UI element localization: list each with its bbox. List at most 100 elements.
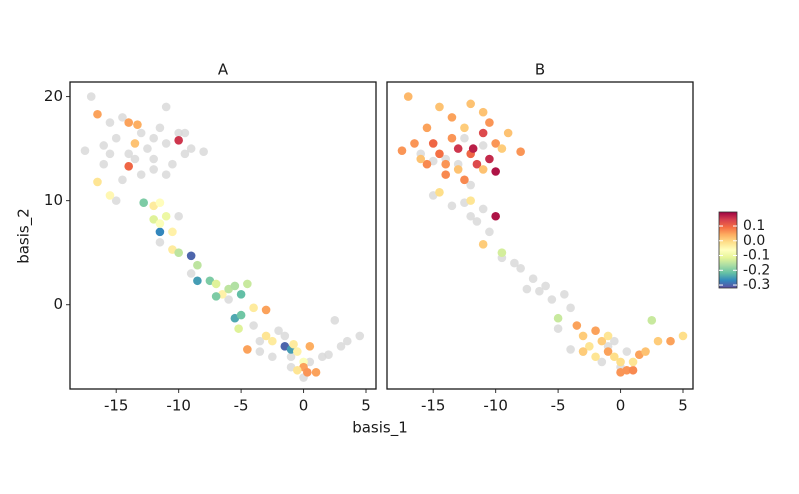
colored-point	[491, 211, 500, 221]
na-point	[118, 175, 127, 185]
colored-point	[647, 316, 657, 325]
na-point	[553, 324, 563, 333]
na-point	[255, 347, 265, 356]
colored-point	[403, 92, 413, 101]
na-point	[155, 123, 165, 133]
colored-point	[236, 289, 246, 299]
colored-point	[678, 331, 688, 341]
colored-point	[585, 342, 594, 351]
colored-point	[578, 347, 588, 356]
na-point	[547, 295, 557, 304]
facet-title: B	[535, 61, 545, 79]
na-point	[342, 336, 352, 346]
na-point	[566, 345, 575, 354]
na-point	[622, 347, 632, 356]
na-point	[336, 342, 346, 351]
points	[397, 92, 688, 377]
colored-point	[124, 118, 134, 127]
points	[80, 92, 365, 382]
colored-point	[478, 240, 488, 249]
na-point	[136, 170, 146, 179]
colored-point	[485, 118, 494, 127]
colored-point	[428, 139, 438, 148]
colored-point	[468, 144, 478, 153]
colored-point	[435, 188, 444, 197]
colored-point	[453, 165, 463, 174]
colored-point	[591, 352, 600, 362]
colored-point	[311, 368, 321, 377]
colored-point	[453, 144, 463, 153]
y-axis-label: basis_2	[15, 208, 34, 264]
na-point	[180, 149, 190, 159]
x-tick-label: -5	[234, 397, 249, 415]
y-tick-label: 10	[44, 191, 63, 209]
na-point	[161, 170, 171, 179]
colored-point	[186, 251, 196, 261]
colored-point	[303, 368, 312, 377]
x-tick-label: 0	[616, 397, 626, 415]
colored-point	[653, 336, 663, 346]
colored-point	[572, 321, 582, 330]
colored-point	[397, 146, 407, 155]
na-point	[80, 146, 90, 155]
colored-point	[155, 227, 165, 237]
na-point	[330, 316, 340, 325]
na-point	[143, 144, 152, 153]
colored-point	[230, 281, 240, 291]
colored-point	[447, 133, 457, 143]
facet-title: A	[218, 61, 229, 79]
colored-point	[466, 99, 475, 109]
na-point	[535, 286, 544, 296]
colored-point	[603, 347, 613, 356]
na-point	[224, 295, 233, 304]
colored-point	[293, 347, 302, 356]
na-point	[528, 274, 538, 283]
na-point	[186, 144, 196, 153]
na-point	[149, 154, 158, 164]
na-point	[149, 165, 158, 174]
na-point	[249, 321, 258, 330]
colored-point	[139, 198, 148, 208]
x-tick-label: -10	[166, 397, 191, 415]
na-point	[99, 159, 109, 169]
na-point	[99, 141, 109, 150]
x-tick-label: 0	[299, 397, 309, 415]
x-tick-label: -15	[104, 397, 129, 415]
na-point	[174, 211, 183, 221]
colored-point	[416, 154, 426, 164]
na-point	[274, 326, 283, 336]
na-point	[324, 350, 333, 359]
colored-point	[478, 128, 488, 138]
colored-point	[666, 336, 675, 346]
colorbar-tick-label: 0.0	[743, 233, 765, 249]
colored-point	[261, 305, 271, 315]
colorbar-tick-label: -0.1	[743, 248, 770, 264]
na-point	[136, 128, 146, 138]
colored-point	[503, 128, 513, 138]
na-point	[168, 159, 177, 169]
na-point	[478, 141, 488, 150]
colored-point	[211, 279, 221, 289]
colored-point	[447, 113, 457, 122]
na-point	[466, 180, 475, 190]
na-point	[478, 204, 488, 214]
colored-point	[603, 331, 613, 341]
colored-point	[174, 135, 183, 145]
colored-point	[211, 292, 221, 301]
colored-point	[435, 102, 444, 112]
na-point	[466, 211, 475, 221]
na-point	[280, 331, 290, 341]
x-tick-label: -10	[483, 397, 508, 415]
na-point	[485, 227, 494, 237]
colored-point	[93, 109, 102, 119]
colored-point	[497, 248, 507, 257]
na-point	[460, 133, 469, 143]
colored-point	[422, 123, 432, 133]
colored-point	[261, 331, 271, 341]
colored-point	[460, 123, 469, 133]
x-tick-label: -15	[421, 397, 446, 415]
colored-point	[155, 219, 165, 228]
colored-point	[93, 177, 102, 187]
colored-point	[641, 347, 650, 356]
